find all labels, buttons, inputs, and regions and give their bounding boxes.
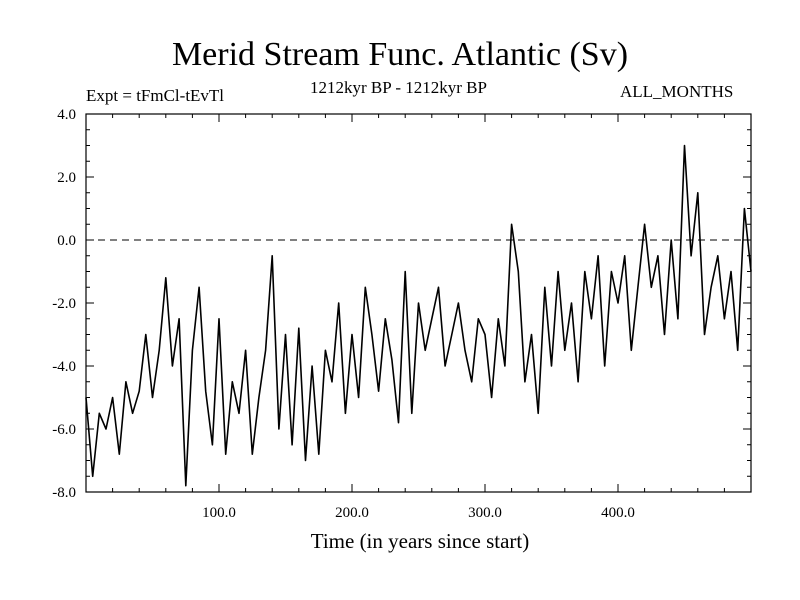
y-tick-label: 4.0 xyxy=(57,107,76,123)
x-tick-label: 200.0 xyxy=(335,505,369,521)
y-tick-label: 0.0 xyxy=(57,233,76,249)
x-axis-label: Time (in years since start) xyxy=(310,529,530,553)
series-line xyxy=(85,144,752,487)
y-tick-label: -6.0 xyxy=(52,422,76,438)
y-tick-label: 2.0 xyxy=(57,170,76,186)
x-tick-label: 100.0 xyxy=(202,505,236,521)
period-label: 1212kyr BP - 1212kyr BP xyxy=(310,78,487,97)
tick-labels: 100.0 200.0 300.0 400.0 4.0 2.0 0.0 -2.0 -4.0 -6.… xyxy=(52,107,635,521)
x-tick-label: 300.0 xyxy=(468,505,502,521)
experiment-label: Expt = tFmCl-tEvTl xyxy=(86,86,225,105)
chart-title: Merid Stream Func. Atlantic (Sv) xyxy=(171,36,629,73)
y-tick-label: -2.0 xyxy=(52,296,76,312)
months-label: ALL_MONTHS xyxy=(620,82,734,101)
y-tick-label: -4.0 xyxy=(52,359,76,375)
axis-ticks xyxy=(86,113,751,493)
x-tick-label: 400.0 xyxy=(601,505,635,521)
y-tick-label: -8.0 xyxy=(52,485,76,501)
